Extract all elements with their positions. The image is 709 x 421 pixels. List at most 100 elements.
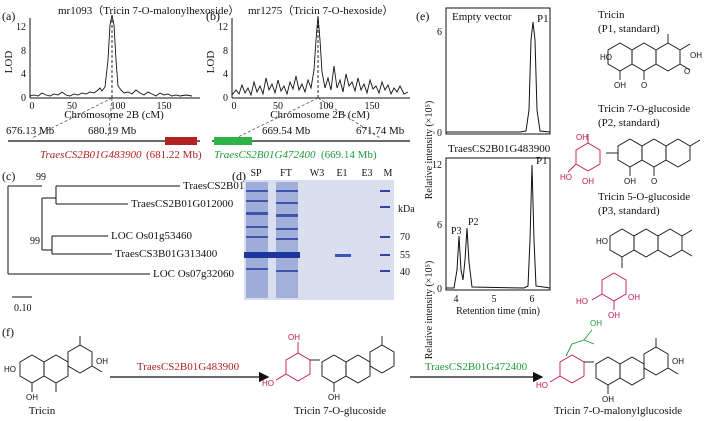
panel-c-letter: (c) bbox=[2, 169, 15, 183]
compound-label: Tricin 7-O-glucoside bbox=[294, 405, 386, 417]
pathway-glucose-ring bbox=[275, 342, 311, 382]
panel-e-bottom-ytick: 12 bbox=[432, 160, 442, 171]
svg-text:OH: OH bbox=[628, 293, 640, 302]
svg-text:OH: OH bbox=[96, 357, 108, 366]
panel-b-pos-right: 671.74 Mb bbox=[356, 125, 405, 137]
compound-label: Tricin bbox=[29, 405, 56, 417]
svg-text:OH: OH bbox=[624, 177, 636, 186]
panel-b-gene-box bbox=[214, 137, 252, 145]
marker-band bbox=[380, 254, 390, 256]
peak-label: P1 bbox=[536, 155, 548, 167]
panel-a-gene-name: TraesCS2B01G483900 bbox=[40, 149, 142, 161]
panel-b-ytick: 4 bbox=[223, 69, 228, 80]
svg-text:HO: HO bbox=[576, 297, 588, 306]
svg-text:O: O bbox=[641, 81, 647, 90]
tricin-5-glucoside-structure bbox=[609, 228, 693, 268]
svg-text:OH: OH bbox=[26, 393, 38, 402]
chromatogram-bottom-label: TraesCS2B01G483900 bbox=[448, 143, 551, 155]
panel-a: (a) mr1093（Tricin 7-O-malonylhexoside） L… bbox=[2, 4, 239, 161]
panel-b-ylabel: LOD bbox=[205, 51, 217, 74]
compound-label: Tricin 7-O-malonylglucoside bbox=[554, 405, 682, 417]
phylogenetic-tree bbox=[7, 185, 180, 298]
panel-a-ytick: 12 bbox=[16, 22, 26, 33]
pathway-tricin-structure bbox=[19, 336, 103, 392]
tricin-structure bbox=[607, 34, 691, 80]
panel-b-xtick: 100 bbox=[319, 101, 334, 112]
marker-band bbox=[380, 236, 390, 238]
panel-b-lod-trace bbox=[231, 15, 409, 97]
svg-text:OH: OH bbox=[582, 177, 594, 186]
panel-b-xtick: 150 bbox=[365, 101, 380, 112]
panel-e-ylabel-top: Relative intensity (×10⁵) bbox=[424, 101, 435, 200]
panel-a-zoom-line-right bbox=[107, 97, 113, 139]
tree-scale-label: 0.10 bbox=[14, 303, 32, 314]
panel-e-bottom-ytick: 0 bbox=[437, 284, 442, 295]
panel-b-gene-name: TraesCS2B01G472400 bbox=[214, 149, 316, 161]
panel-f: (f) HO OH OH Tricin TraesCS2B01G483900 bbox=[2, 319, 684, 417]
panel-b-xtick: 50 bbox=[273, 101, 283, 112]
panel-f-letter: (f) bbox=[2, 325, 14, 339]
svg-text:HO: HO bbox=[560, 173, 572, 182]
chromatogram-top-frame bbox=[445, 7, 551, 135]
pathway-glucose-ring bbox=[549, 354, 585, 384]
svg-text:HO: HO bbox=[596, 237, 608, 246]
svg-text:HO: HO bbox=[536, 381, 548, 390]
gel-major-band bbox=[244, 252, 300, 258]
panel-b-pos-left: 669.54 Mb bbox=[262, 125, 311, 137]
svg-text:HO: HO bbox=[262, 379, 274, 388]
panel-a-pos-right: 680.19 Mb bbox=[88, 125, 137, 137]
panel-b-xlabel: Chromosome 2B (cM) bbox=[270, 109, 370, 121]
panel-e: (e) Relative intensity (×10⁵) Relative i… bbox=[416, 7, 702, 360]
panel-e-ylabel-bottom: Relative intensity (×10⁵) bbox=[424, 261, 435, 360]
panel-a-xtick: 100 bbox=[111, 101, 126, 112]
lane-label: FT bbox=[280, 168, 292, 179]
svg-text:OH: OH bbox=[590, 319, 602, 328]
panel-a-lod-trace bbox=[29, 14, 193, 97]
gel-e1-band bbox=[335, 254, 351, 257]
svg-text:OH: OH bbox=[288, 333, 300, 342]
lane-label: M bbox=[384, 168, 393, 179]
svg-text:OH: OH bbox=[576, 133, 588, 142]
peak-label: P3 bbox=[451, 226, 462, 237]
standard-name: Tricin 5-O-glucoside bbox=[598, 191, 690, 203]
svg-text:OH: OH bbox=[328, 393, 340, 402]
panel-e-bottom-ytick: 6 bbox=[437, 220, 442, 231]
svg-text:HO: HO bbox=[4, 365, 16, 374]
standard-name: Tricin 7-O-glucoside bbox=[598, 103, 690, 115]
marker-size: 70 bbox=[400, 232, 410, 243]
panel-e-top-ytick: 6 bbox=[437, 27, 442, 38]
enzyme-label: TraesCS2B01G472400 bbox=[425, 361, 528, 373]
lane-label: W3 bbox=[310, 168, 324, 179]
panel-a-title: mr1093（Tricin 7-O-malonylhexoside） bbox=[58, 4, 239, 17]
panel-a-letter: (a) bbox=[2, 9, 15, 23]
tree-taxon: TraesCS3B01G313400 bbox=[115, 248, 218, 260]
bootstrap-value: 99 bbox=[36, 172, 46, 183]
bootstrap-value: 99 bbox=[30, 236, 40, 247]
chromatogram-bottom-frame bbox=[445, 157, 551, 291]
tree-taxon: LOC Os01g53460 bbox=[111, 230, 192, 242]
glucose-ring bbox=[567, 134, 601, 173]
svg-text:OH: OH bbox=[690, 51, 702, 60]
svg-text:OH: OH bbox=[614, 81, 626, 90]
panel-a-gene-box bbox=[165, 137, 197, 145]
standard-name: Tricin bbox=[598, 9, 625, 21]
panel-a-ytick: 0 bbox=[21, 93, 26, 104]
panel-b-zoom-line-left bbox=[235, 97, 319, 139]
marker-band bbox=[380, 270, 390, 272]
svg-text:HO: HO bbox=[600, 53, 612, 62]
marker-band bbox=[380, 206, 390, 208]
panel-a-xtick: 150 bbox=[157, 101, 172, 112]
panel-b-title: mr1275（Tricin 7-O-hexoside） bbox=[248, 4, 393, 17]
peak-label: P1 bbox=[537, 13, 549, 25]
panel-b-ytick: 12 bbox=[218, 22, 228, 33]
panel-a-ytick: 4 bbox=[21, 69, 26, 80]
svg-text:OH: OH bbox=[608, 311, 620, 320]
panel-b-gene-pos: (669.14 Mb) bbox=[321, 149, 377, 161]
marker-band bbox=[380, 190, 390, 192]
malonyl-group bbox=[565, 329, 595, 357]
panel-a-xtick: 0 bbox=[30, 101, 35, 112]
tree-taxon: LOC Os07g32060 bbox=[153, 268, 234, 280]
peak-label: P2 bbox=[468, 217, 479, 228]
pathway-tricin-7-glucoside-structure bbox=[310, 336, 395, 392]
